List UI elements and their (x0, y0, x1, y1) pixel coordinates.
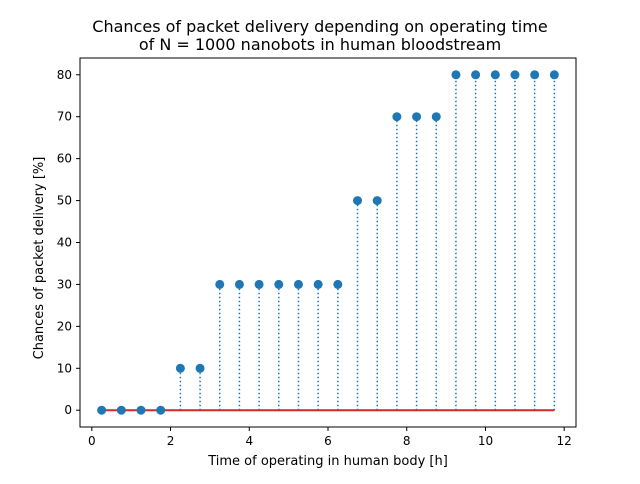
stem-marker (156, 405, 166, 415)
stem-marker (451, 70, 461, 80)
stem-marker (254, 279, 264, 289)
y-tick-label: 70 (57, 110, 72, 124)
stem-marker (490, 70, 500, 80)
stem-marker (431, 112, 441, 122)
x-axis-label: Time of operating in human body [h] (208, 454, 448, 469)
stem-marker (353, 196, 363, 206)
stem-marker (274, 279, 284, 289)
y-tick-label: 0 (64, 403, 72, 417)
x-tick-label: 0 (88, 434, 96, 448)
plot-frame (79, 57, 577, 428)
x-tick-label: 10 (478, 434, 493, 448)
stem-marker (136, 405, 146, 415)
stem-marker (215, 279, 225, 289)
x-tick-label: 2 (167, 434, 175, 448)
stem-markers (97, 70, 559, 415)
y-tick-label: 50 (57, 194, 72, 208)
y-tick-label: 30 (57, 277, 72, 291)
stem-marker (195, 363, 205, 373)
y-axis-label: Chances of packet delivery [%] (32, 156, 47, 360)
y-tick-label: 40 (57, 236, 72, 250)
x-tick-label: 12 (557, 434, 572, 448)
stem-marker (97, 405, 107, 415)
chart-title-line-1: Chances of packet delivery depending on … (92, 17, 548, 36)
y-tick-label: 80 (57, 68, 72, 82)
y-tick-label: 20 (57, 319, 72, 333)
stem-marker (234, 279, 244, 289)
stem-lines (179, 74, 556, 411)
stem-marker (175, 363, 185, 373)
y-axis-ticks: 0 10 20 30 40 50 60 70 80 (57, 68, 80, 417)
stem-marker (333, 279, 343, 289)
stem-marker (471, 70, 481, 80)
stem-marker (313, 279, 323, 289)
stem-marker (372, 196, 382, 206)
stem-marker (530, 70, 540, 80)
y-tick-label: 60 (57, 152, 72, 166)
x-tick-label: 6 (324, 434, 332, 448)
x-tick-label: 4 (245, 434, 253, 448)
stem-marker (510, 70, 520, 80)
x-tick-label: 8 (403, 434, 411, 448)
stem-marker (549, 70, 559, 80)
y-tick-label: 10 (57, 361, 72, 375)
stem-marker (293, 279, 303, 289)
x-axis-ticks: 0 2 4 6 8 10 12 (88, 427, 572, 448)
chart-title-line-2: of N = 1000 nanobots in human bloodstrea… (138, 35, 502, 54)
stem-marker (392, 112, 402, 122)
stem-marker (116, 405, 126, 415)
stem-marker (412, 112, 422, 122)
